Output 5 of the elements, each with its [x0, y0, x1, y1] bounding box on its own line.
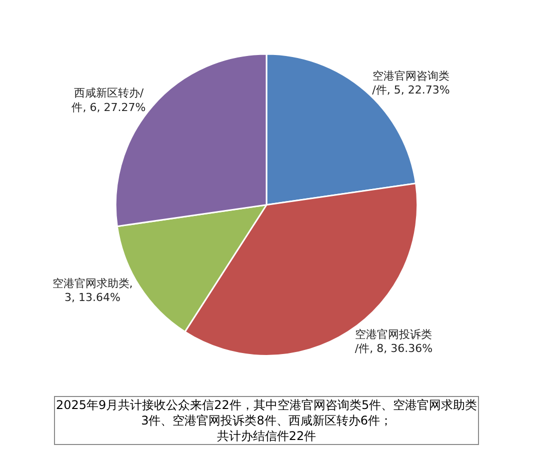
- slice-label: 空港官网咨询类/件, 5, 22.73%: [372, 69, 450, 97]
- slice-label: 西咸新区转办/件, 6, 27.27%: [72, 86, 146, 114]
- slice-label: 空港官网投诉类/件, 8, 36.36%: [354, 328, 433, 356]
- slice-label: 空港官网求助类, 3, 13.64%: [52, 276, 133, 304]
- text: 2025年9月共计接收公众来信22件，其中空港官网咨询类5件、空港官网求助类3件、空港官网投诉类8件、西咸新区转办6件；共计办结信件22件: [56, 398, 478, 444]
